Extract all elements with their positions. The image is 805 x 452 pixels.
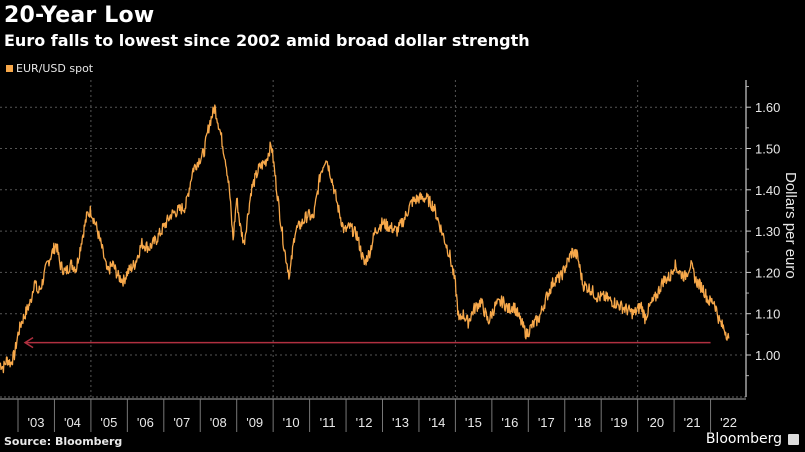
- x-tick-label: '15: [465, 415, 482, 430]
- x-tick-label: '03: [28, 415, 45, 430]
- x-tick-label: '06: [137, 415, 154, 430]
- x-tick-label: '04: [64, 415, 81, 430]
- x-tick-label: '07: [173, 415, 190, 430]
- brand-name: Bloomberg: [705, 431, 782, 447]
- y-tick-label: 1.10: [755, 307, 780, 322]
- legend-swatch: [6, 65, 13, 72]
- series: [0, 104, 730, 374]
- x-tick-label: '14: [428, 415, 445, 430]
- x-tick-label: '11: [320, 415, 336, 430]
- source-note: Source: Bloomberg: [4, 435, 123, 448]
- x-tick-label: '17: [538, 415, 555, 430]
- x-tick-label: '19: [611, 415, 628, 430]
- legend-label: EUR/USD spot: [16, 62, 94, 75]
- series-line-eurusd: [0, 104, 730, 374]
- x-tick-label: '13: [392, 415, 409, 430]
- x-tick-label: '21: [684, 415, 701, 430]
- x-tick-label: '22: [720, 415, 737, 430]
- y-tick-label: 1.40: [755, 183, 780, 198]
- chart-subtitle: Euro falls to lowest since 2002 amid bro…: [4, 31, 530, 50]
- legend: EUR/USD spot: [6, 62, 93, 75]
- y-tick-label: 1.30: [755, 224, 780, 239]
- y-tick-label: 1.60: [755, 100, 780, 115]
- x-tick-label: '08: [210, 415, 227, 430]
- y-tick-label: 1.50: [755, 142, 780, 157]
- gridlines: [0, 80, 746, 398]
- tick-labels: 1.00 1.10 1.20 1.30 1.40 1.50 1.60 '03 '04 '05 '06…: [28, 100, 799, 430]
- y-tick-label: 1.20: [755, 265, 780, 280]
- axes: [0, 80, 751, 432]
- y-tick-label: 1.00: [755, 348, 780, 363]
- x-tick-label: '20: [647, 415, 664, 430]
- x-tick-label: '05: [100, 415, 117, 430]
- annotation-arrow-head: [23, 336, 34, 349]
- annotations: [23, 336, 711, 349]
- x-tick-label: '09: [246, 415, 263, 430]
- x-tick-label: '12: [356, 415, 373, 430]
- x-tick-label: '10: [283, 415, 300, 430]
- x-tick-label: '16: [501, 415, 518, 430]
- y-axis-title: Dollars per euro: [782, 172, 799, 279]
- chart-title: 20-Year Low: [4, 3, 155, 28]
- brand-logo: Bloomberg: [706, 431, 799, 447]
- bloomberg-chart-icon: [788, 433, 799, 445]
- x-tick-label: '18: [574, 415, 591, 430]
